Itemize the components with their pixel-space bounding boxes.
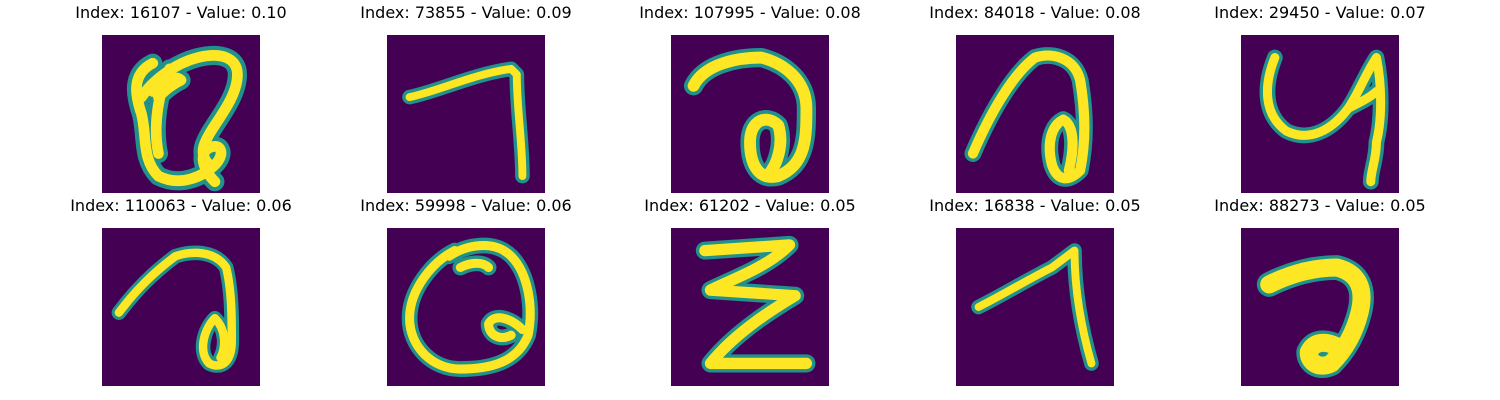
digit-image: [102, 228, 260, 386]
image-panel: Index: 107995 - Value: 0.08: [639, 3, 861, 204]
panel-title: Index: 88273 - Value: 0.05: [1214, 196, 1426, 215]
image-panel: Index: 16838 - Value: 0.05: [929, 196, 1141, 397]
panel-title: Index: 73855 - Value: 0.09: [360, 3, 572, 22]
panel-title: Index: 84018 - Value: 0.08: [929, 3, 1141, 22]
digit-image: [1241, 35, 1399, 193]
digit-image: [387, 228, 545, 386]
panel-title: Index: 59998 - Value: 0.06: [360, 196, 572, 215]
image-panel: Index: 110063 - Value: 0.06: [70, 196, 292, 397]
panel-title: Index: 110063 - Value: 0.06: [70, 196, 292, 215]
image-panel: Index: 84018 - Value: 0.08: [929, 3, 1141, 204]
panel-title: Index: 107995 - Value: 0.08: [639, 3, 861, 22]
image-panel: Index: 16107 - Value: 0.10: [75, 3, 287, 204]
image-panel: Index: 29450 - Value: 0.07: [1214, 3, 1426, 204]
panel-title: Index: 29450 - Value: 0.07: [1214, 3, 1426, 22]
image-panel: Index: 59998 - Value: 0.06: [360, 196, 572, 397]
digit-image: [387, 35, 545, 193]
image-panel: Index: 61202 - Value: 0.05: [644, 196, 856, 397]
panel-title: Index: 61202 - Value: 0.05: [644, 196, 856, 215]
digit-image: [102, 35, 260, 193]
panel-title: Index: 16107 - Value: 0.10: [75, 3, 287, 22]
digit-image: [671, 35, 829, 193]
digit-image: [956, 35, 1114, 193]
image-panel: Index: 73855 - Value: 0.09: [360, 3, 572, 204]
digit-image: [671, 228, 829, 386]
digit-image: [956, 228, 1114, 386]
panel-title: Index: 16838 - Value: 0.05: [929, 196, 1141, 215]
image-panel: Index: 88273 - Value: 0.05: [1214, 196, 1426, 397]
digit-image: [1241, 228, 1399, 386]
